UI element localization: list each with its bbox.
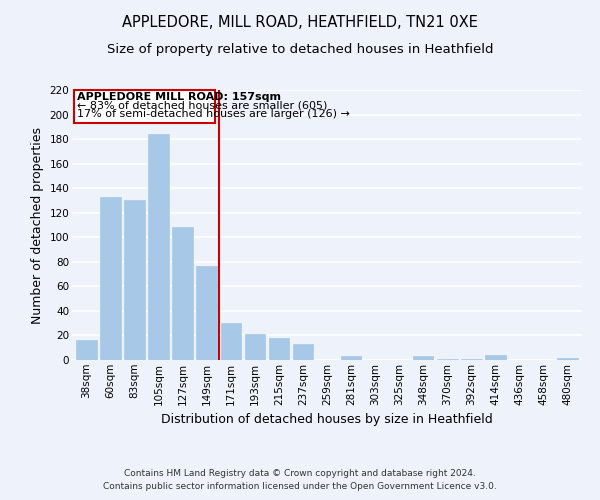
Bar: [485, 355, 506, 360]
Bar: [245, 334, 265, 360]
Bar: [124, 200, 145, 360]
Bar: [413, 356, 433, 360]
Bar: [341, 356, 361, 360]
Bar: [293, 344, 313, 360]
Bar: [461, 359, 482, 360]
Text: APPLEDORE MILL ROAD: 157sqm: APPLEDORE MILL ROAD: 157sqm: [77, 92, 281, 102]
Bar: [100, 197, 121, 360]
Text: Size of property relative to detached houses in Heathfield: Size of property relative to detached ho…: [107, 42, 493, 56]
Text: 17% of semi-detached houses are larger (126) →: 17% of semi-detached houses are larger (…: [77, 109, 350, 119]
Text: Contains HM Land Registry data © Crown copyright and database right 2024.: Contains HM Land Registry data © Crown c…: [124, 468, 476, 477]
Bar: [76, 340, 97, 360]
Bar: [172, 228, 193, 360]
Text: Contains public sector information licensed under the Open Government Licence v3: Contains public sector information licen…: [103, 482, 497, 491]
Y-axis label: Number of detached properties: Number of detached properties: [31, 126, 44, 324]
Bar: [269, 338, 289, 360]
Bar: [557, 358, 578, 360]
Text: ← 83% of detached houses are smaller (605): ← 83% of detached houses are smaller (60…: [77, 100, 327, 110]
FancyBboxPatch shape: [74, 90, 215, 123]
Bar: [437, 359, 458, 360]
Bar: [196, 266, 217, 360]
Text: APPLEDORE, MILL ROAD, HEATHFIELD, TN21 0XE: APPLEDORE, MILL ROAD, HEATHFIELD, TN21 0…: [122, 15, 478, 30]
Bar: [148, 134, 169, 360]
Bar: [221, 323, 241, 360]
X-axis label: Distribution of detached houses by size in Heathfield: Distribution of detached houses by size …: [161, 413, 493, 426]
